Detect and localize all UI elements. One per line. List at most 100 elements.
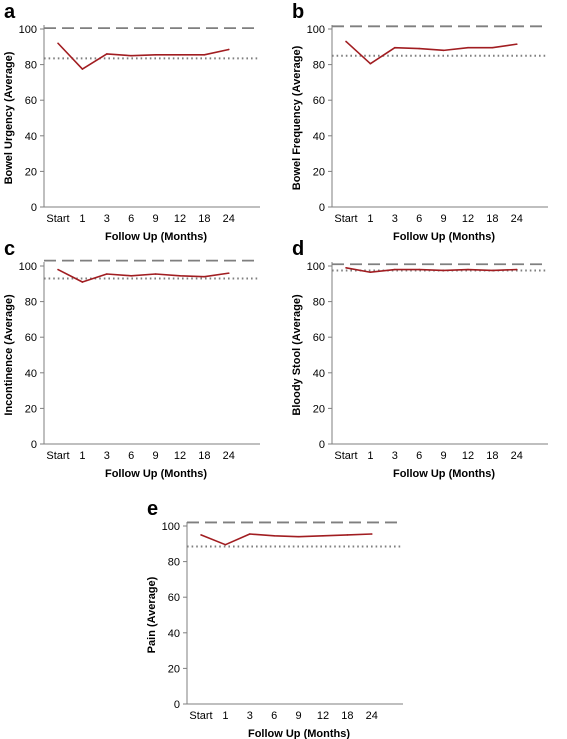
- y-tick-label: 40: [168, 628, 180, 640]
- x-axis-label: Follow Up (Months): [393, 231, 495, 243]
- data-point: [179, 274, 181, 277]
- x-tick-label: 6: [128, 450, 134, 462]
- data-point: [57, 42, 59, 45]
- data-point: [200, 534, 202, 536]
- y-axis-label: Bowel Urgency (Average): [3, 51, 15, 184]
- y-tick-label: 60: [168, 592, 180, 604]
- data-point: [467, 268, 469, 271]
- series-line: [345, 40, 517, 65]
- y-tick-label: 40: [313, 368, 325, 380]
- data-point: [154, 273, 157, 275]
- y-tick-label: 60: [25, 95, 37, 107]
- x-tick-label: 6: [271, 710, 277, 722]
- data-point: [106, 53, 108, 55]
- data-point: [442, 269, 445, 272]
- y-tick-label: 80: [168, 557, 180, 569]
- x-tick-label: 3: [247, 710, 253, 722]
- chart-panel-e: e 0 20 40 60 80 100 Start 1 3 6 9 12 18 24 Follow Up (M…: [146, 498, 403, 739]
- y-tick-label: 0: [31, 439, 37, 451]
- data-point: [491, 269, 494, 272]
- y-tick-label: 100: [162, 521, 180, 533]
- y-tick-label: 0: [319, 439, 325, 451]
- y-tick-label: 0: [31, 202, 37, 214]
- x-tick-label: 9: [441, 450, 447, 462]
- x-tick-label: 18: [341, 710, 353, 722]
- x-tick-label: 9: [296, 710, 302, 722]
- series-line: [200, 533, 372, 546]
- series-line: [57, 42, 229, 70]
- data-point: [442, 49, 445, 52]
- x-tick-label: 24: [223, 213, 235, 225]
- x-tick-label: 24: [366, 710, 378, 722]
- x-tick-label: 12: [462, 450, 474, 462]
- data-point: [203, 54, 206, 56]
- data-point: [228, 272, 230, 274]
- chart-panel-b: b 0 20 40 60 80 100 Start 1 3 6 9 12 18 24 Follow Up (M…: [291, 1, 548, 243]
- y-tick-label: 0: [174, 699, 180, 711]
- y-tick-label: 80: [25, 297, 37, 309]
- data-point: [369, 271, 372, 274]
- x-tick-label: 9: [441, 213, 447, 225]
- data-point: [371, 533, 373, 535]
- data-point: [81, 281, 84, 283]
- data-point: [322, 534, 324, 537]
- data-point: [81, 68, 84, 70]
- x-tick-label: 9: [153, 213, 159, 225]
- series-line: [57, 268, 229, 283]
- y-tick-label: 100: [307, 261, 325, 273]
- y-tick-label: 20: [313, 403, 325, 415]
- data-point: [130, 54, 132, 57]
- data-point: [179, 54, 181, 56]
- data-point: [228, 48, 230, 51]
- data-point: [394, 268, 396, 271]
- panel-letter: c: [4, 238, 15, 260]
- data-point: [57, 268, 59, 271]
- data-point: [346, 534, 349, 536]
- x-tick-label: 9: [153, 450, 159, 462]
- data-point: [491, 46, 494, 49]
- x-tick-label: 6: [128, 213, 134, 225]
- data-point: [130, 274, 132, 277]
- data-point: [106, 273, 108, 275]
- panel-letter: e: [147, 498, 158, 520]
- x-tick-label: 6: [416, 450, 422, 462]
- y-tick-label: 40: [313, 131, 325, 143]
- y-tick-label: 20: [313, 166, 325, 178]
- x-tick-label: 1: [222, 710, 228, 722]
- data-point: [418, 47, 420, 50]
- x-tick-label: 24: [223, 450, 235, 462]
- y-tick-label: 40: [25, 368, 37, 380]
- x-tick-label: 1: [79, 450, 85, 462]
- y-tick-label: 100: [307, 24, 325, 36]
- y-tick-label: 20: [168, 663, 180, 675]
- data-point: [203, 275, 206, 278]
- y-tick-label: 0: [319, 202, 325, 214]
- data-point: [369, 62, 372, 65]
- x-tick-label: 12: [317, 710, 329, 722]
- x-tick-label: 18: [198, 450, 210, 462]
- y-tick-label: 60: [313, 332, 325, 344]
- x-tick-label: Start: [46, 450, 69, 462]
- y-tick-label: 100: [19, 24, 37, 36]
- data-point: [249, 533, 251, 535]
- y-axis-label: Bowel Frequency (Average): [291, 45, 303, 190]
- y-tick-label: 80: [313, 297, 325, 309]
- x-tick-label: 1: [367, 213, 373, 225]
- panel-letter: a: [4, 1, 16, 23]
- y-tick-label: 80: [25, 60, 37, 72]
- panel-letter: d: [292, 238, 304, 260]
- x-tick-label: 3: [392, 213, 398, 225]
- x-tick-label: Start: [46, 213, 69, 225]
- data-point: [345, 266, 347, 269]
- data-point: [516, 268, 518, 271]
- x-tick-label: 1: [79, 213, 85, 225]
- x-tick-label: 24: [511, 213, 523, 225]
- x-tick-label: 3: [104, 213, 110, 225]
- chart-panel-a: a 0 20 40 60 80 100 Start 1 3 6 9 12 18 24 Follow Up (M…: [3, 1, 260, 243]
- x-axis-label: Follow Up (Months): [393, 468, 495, 480]
- x-tick-label: Start: [334, 450, 357, 462]
- y-tick-label: 40: [25, 131, 37, 143]
- x-tick-label: 18: [486, 213, 498, 225]
- panel-letter: b: [292, 1, 304, 23]
